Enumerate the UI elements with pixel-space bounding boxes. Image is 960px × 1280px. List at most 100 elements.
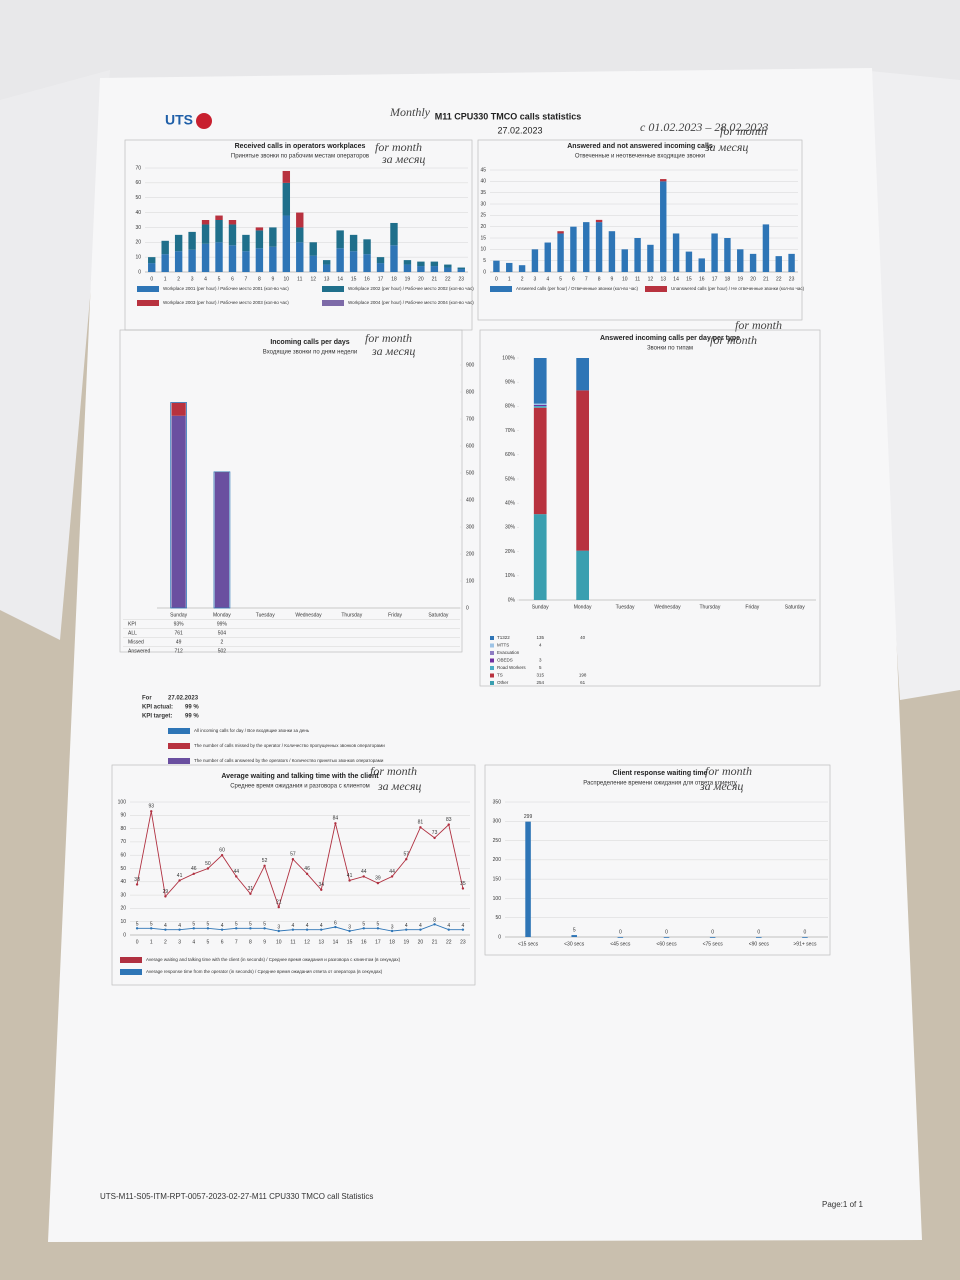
- table-row-label: Answered: [128, 648, 150, 654]
- x-tick-label: 10: [276, 939, 282, 945]
- y-tick-label: 40: [135, 210, 141, 216]
- bar-segment: [215, 220, 223, 243]
- chart-frame: [477, 139, 803, 321]
- y-tick-label: 40: [480, 179, 486, 185]
- legend-label: Workplace 2001 (per hour) / Рабочее мест…: [163, 286, 289, 291]
- logo-mark: [196, 113, 212, 129]
- y-tick-label: 700: [466, 416, 475, 422]
- line-point: [164, 895, 167, 898]
- bar-segment: [430, 266, 439, 272]
- legend-label: MTTS: [497, 643, 509, 648]
- bar-segment: [775, 256, 782, 272]
- data-label: 299: [524, 814, 533, 820]
- bar-segment: [322, 264, 331, 272]
- x-tick-label: 1: [508, 276, 511, 282]
- line-point: [263, 864, 266, 868]
- x-tick-label: 12: [304, 939, 310, 945]
- chart-title: Answered incoming calls per day per type: [600, 335, 740, 342]
- x-tick-label: 13: [660, 276, 666, 282]
- table-cell: 2: [221, 639, 224, 645]
- data-label: 44: [361, 869, 367, 875]
- data-label: 5: [207, 922, 210, 928]
- bar-segment: [201, 220, 210, 225]
- x-tick-label: 22: [446, 939, 452, 945]
- y-tick-label: 400: [466, 497, 475, 503]
- table-cell: 761: [174, 630, 183, 636]
- bar-segment: [533, 403, 547, 405]
- y-tick-label: 10: [480, 247, 486, 253]
- x-tick-label: 12: [310, 276, 316, 282]
- bar-segment: [269, 227, 277, 247]
- line-point: [320, 888, 323, 891]
- x-tick-label: 3: [178, 939, 181, 945]
- data-label: 0: [619, 929, 622, 935]
- line-point: [164, 928, 167, 931]
- handwritten-note: с 01.02.2023 – 28.02.2023: [640, 120, 768, 134]
- legend-label: Unanswered calls (per hour) / Не отвечен…: [671, 286, 805, 291]
- line-point: [178, 928, 181, 931]
- handwritten-note: за месяц: [381, 152, 425, 166]
- x-tick-label: 16: [364, 276, 370, 282]
- bar-segment: [215, 242, 223, 272]
- x-tick-label: <90 secs: [749, 941, 770, 947]
- y-tick-label: 300: [493, 819, 502, 825]
- chart-subtitle: Распределение времени ожидания для ответ…: [583, 781, 737, 787]
- bar-segment: [174, 251, 183, 272]
- y-tick-label: 20%: [505, 549, 516, 555]
- report-date: 27.02.2023: [497, 125, 542, 135]
- data-label: 3: [277, 924, 280, 930]
- bar-segment: [533, 358, 547, 404]
- bar-segment: [214, 472, 230, 608]
- line-point: [235, 875, 238, 878]
- line-point: [405, 928, 408, 931]
- data-label: 60: [219, 848, 225, 854]
- table-cell: 3: [539, 658, 542, 663]
- legend-swatch: [168, 743, 190, 749]
- line-point: [447, 928, 450, 931]
- kpi-for-label: For: [142, 696, 152, 702]
- data-label: 4: [447, 923, 450, 929]
- x-tick-label: 19: [403, 939, 409, 945]
- y-tick-label: 0: [138, 269, 141, 275]
- handwritten-note: за месяц: [377, 779, 421, 793]
- data-label: 57: [403, 852, 409, 858]
- line-point: [249, 892, 252, 895]
- x-tick-label: <60 secs: [656, 941, 677, 947]
- table-cell: 4: [539, 643, 542, 648]
- bar-segment: [698, 258, 705, 272]
- legend-swatch: [490, 658, 494, 663]
- bar-total-outline: [170, 402, 187, 609]
- y-tick-label: 70%: [505, 428, 516, 434]
- handwritten-note: for month: [735, 318, 782, 332]
- bar-segment: [161, 240, 169, 255]
- bar-segment: [444, 267, 452, 272]
- kpi-target-label: KPI target:: [142, 714, 172, 720]
- line-point: [334, 925, 337, 929]
- x-tick-label: Tuesday: [616, 604, 635, 610]
- kpi-actual-label: KPI actual:: [142, 705, 173, 711]
- legend-swatch: [645, 286, 667, 292]
- x-tick-label: 2: [164, 939, 167, 945]
- x-tick-label: 4: [546, 276, 549, 282]
- legend-label: Average waiting and talking time with th…: [146, 957, 401, 962]
- legend-label: Other: [497, 680, 509, 685]
- x-tick-label: Monday: [213, 612, 231, 618]
- line-point: [405, 857, 408, 861]
- table-cell: 502: [218, 648, 227, 654]
- chart-subtitle: Звонки по типам: [647, 346, 693, 352]
- chart-title: Client response waiting time: [613, 770, 708, 777]
- bar-segment: [336, 248, 344, 272]
- x-tick-label: <15 secs: [518, 941, 539, 947]
- bar-segment: [724, 238, 731, 272]
- line-point: [362, 875, 365, 878]
- bar-total-outline: [213, 471, 231, 609]
- x-tick-label: 9: [263, 939, 266, 945]
- bar-segment: [557, 231, 564, 234]
- legend-swatch: [490, 673, 494, 678]
- data-label: 81: [418, 820, 424, 826]
- right-paper: [860, 70, 960, 700]
- bar-segment: [269, 246, 277, 272]
- x-tick-label: 7: [245, 276, 248, 282]
- table-cell: 254: [536, 680, 544, 685]
- table-cell: 198: [579, 673, 587, 678]
